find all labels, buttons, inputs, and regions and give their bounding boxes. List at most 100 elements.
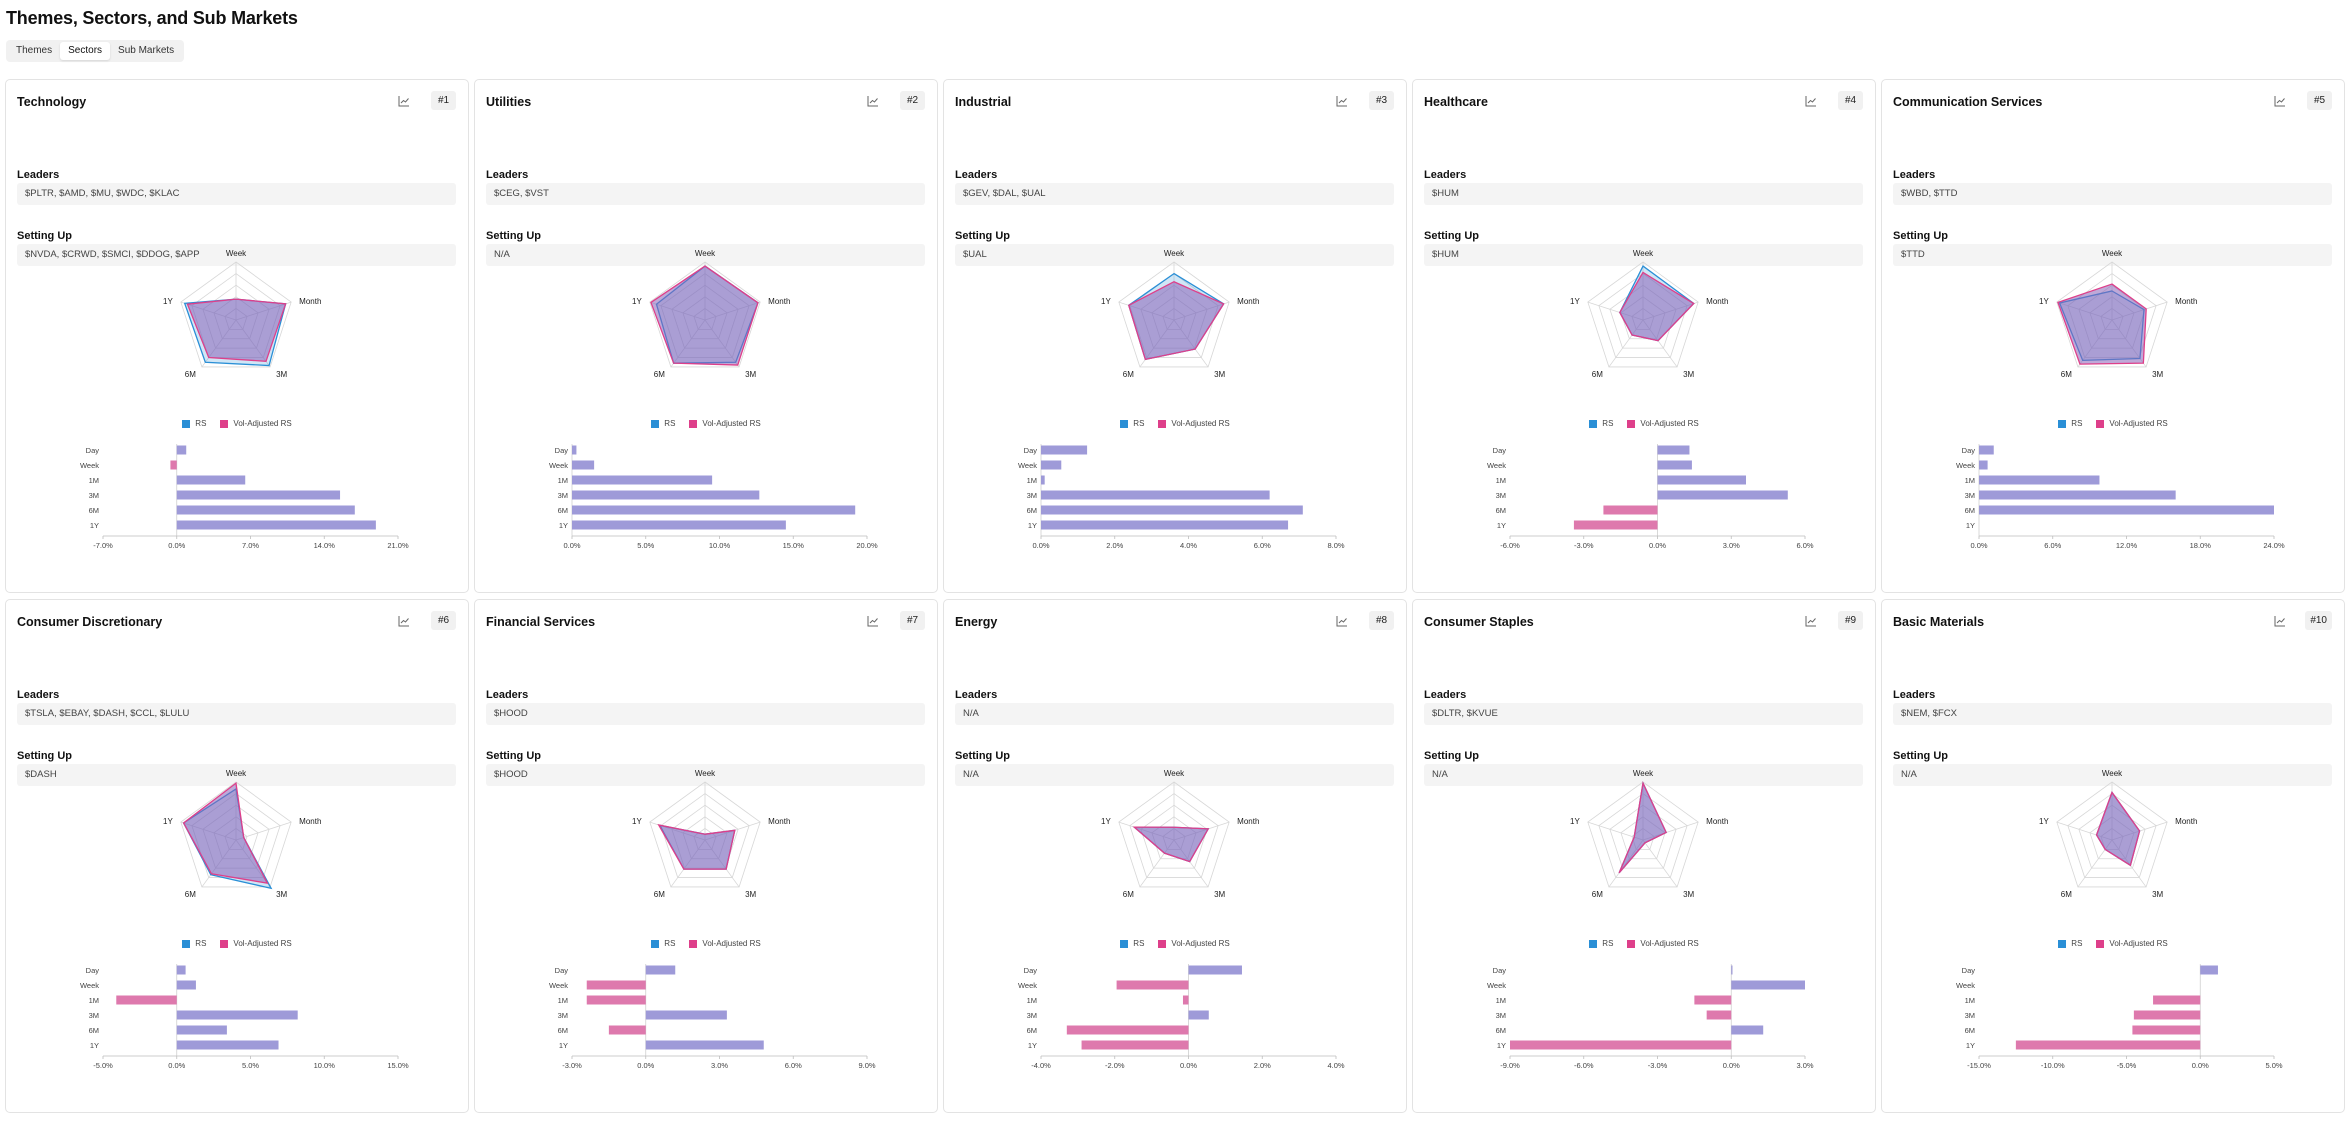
legend-rs-label: RS [1602,419,1614,428]
legend-vol[interactable]: Vol-Adjusted RS [2096,939,2168,948]
rank-badge: #8 [1369,611,1394,630]
radar-axis-label: Month [2175,297,2197,306]
performance-bar-chart: Day Week 1M 3M 6M 1Y 0.0% 6.0% 12.0% 18.0% 24.0% [1956,444,2285,550]
setting-up-label: Setting Up [486,750,541,762]
radar-axis-label: Week [2102,769,2123,778]
legend-rs[interactable]: RS [182,419,206,428]
bar-1y [572,520,786,530]
tab-sub-markets[interactable]: Sub Markets [118,45,175,56]
radar-axis-label: 1Y [1101,817,1111,826]
bar-category-label: 6M [1965,506,1975,515]
radar-axis-label: 6M [654,370,665,379]
radar-axis-label: Month [768,817,790,826]
setting-up-value: N/A [486,244,925,266]
bar-category-label: Day [1962,966,1976,975]
bar-week [170,460,177,470]
rs-swatch [2058,939,2067,948]
radar-axis-label: 1Y [1101,297,1111,306]
legend-vol[interactable]: Vol-Adjusted RS [1158,939,1230,948]
rank-badge: #6 [431,611,456,630]
legend-vol[interactable]: Vol-Adjusted RS [1627,419,1699,428]
radar-series-vol [650,265,759,366]
legend-rs[interactable]: RS [2058,419,2082,428]
bar-1m [586,995,646,1005]
setting-up-value: $NVDA, $CRWD, $SMCI, $DDOG, $APP [17,244,456,266]
line-chart-icon[interactable] [2274,615,2286,627]
line-chart-icon[interactable] [398,615,410,627]
radar-axis-label: 6M [1592,890,1603,899]
leaders-value: $WBD, $TTD [1893,183,2332,205]
radar-grid-ring [649,781,761,888]
legend-vol[interactable]: Vol-Adjusted RS [689,419,761,428]
legend-rs[interactable]: RS [1120,419,1144,428]
leaders-value: $CEG, $VST [486,183,925,205]
line-chart-icon[interactable] [867,615,879,627]
tab-sectors[interactable]: Sectors [60,42,111,60]
legend-vol-label: Vol-Adjusted RS [1640,419,1699,428]
leaders-label: Leaders [1424,689,1467,701]
radar-legend: RS Vol-Adjusted RS [1413,419,1875,428]
line-chart-icon[interactable] [2274,95,2286,107]
sector-title: Basic Materials [1893,615,1985,629]
radar-axis-label: 1Y [163,297,173,306]
legend-rs[interactable]: RS [651,939,675,948]
radar-axis-label: 3M [276,370,287,379]
radar-axis-label: 6M [1592,370,1603,379]
legend-rs-label: RS [2071,939,2083,948]
sector-card-10: Basic Materials #10 Leaders $NEM, $FCX S… [1881,599,2345,1113]
bar-category-label: 3M [89,1011,99,1020]
line-chart-icon[interactable] [398,95,410,107]
bar-category-label: 3M [1496,491,1506,500]
legend-vol[interactable]: Vol-Adjusted RS [220,939,292,948]
radar-axis-label: Week [1164,769,1185,778]
radar-axis-label: 1Y [163,817,173,826]
radar-axis-label: Week [226,769,247,778]
legend-vol[interactable]: Vol-Adjusted RS [1627,939,1699,948]
rs-swatch [1120,939,1129,948]
performance-bar-chart: Day Week 1M 3M 6M 1Y -15.0% -10.0% -5.0% 0.0% 5.0% [1956,964,2283,1070]
bar-1y [176,520,376,530]
rank-badge: #10 [2305,611,2332,630]
bar-category-label: Week [1018,461,1037,470]
sector-title: Communication Services [1893,95,2043,109]
bar-3m [176,1010,298,1020]
bar-1y [1041,520,1289,530]
line-chart-icon[interactable] [1336,615,1348,627]
bar-category-label: 1M [89,476,99,485]
sector-card-5: Communication Services #5 Leaders $WBD, … [1881,79,2345,593]
legend-rs[interactable]: RS [651,419,675,428]
line-chart-icon[interactable] [1805,615,1817,627]
bar-category-label: 1Y [90,521,99,530]
leaders-label: Leaders [955,169,998,181]
bar-category-label: 1M [1965,996,1975,1005]
legend-vol[interactable]: Vol-Adjusted RS [220,419,292,428]
bar-category-label: 3M [1496,1011,1506,1020]
radar-grid-ring [180,261,292,368]
radar-chart: Week Month 3M 6M 1Y [1570,769,1728,899]
radar-grid-ring [180,781,292,888]
legend-vol[interactable]: Vol-Adjusted RS [2096,419,2168,428]
tab-themes[interactable]: Themes [16,45,53,56]
legend-rs[interactable]: RS [1120,939,1144,948]
line-chart-icon[interactable] [867,95,879,107]
legend-vol[interactable]: Vol-Adjusted RS [1158,419,1230,428]
radar-chart: Week Month 3M 6M 1Y [2039,249,2197,379]
setting-up-label: Setting Up [17,230,72,242]
vol-swatch [1158,939,1167,948]
bar-category-label: Week [80,981,99,990]
legend-vol[interactable]: Vol-Adjusted RS [689,939,761,948]
line-chart-icon[interactable] [1336,95,1348,107]
radar-axis-label: 6M [185,370,196,379]
legend-rs[interactable]: RS [1589,419,1613,428]
legend-vol-label: Vol-Adjusted RS [1171,939,1230,948]
legend-rs-label: RS [1133,419,1145,428]
radar-grid-ring [1587,261,1699,368]
line-chart-icon[interactable] [1805,95,1817,107]
bar-category-label: 6M [89,506,99,515]
setting-up-value: N/A [1893,764,2332,786]
legend-rs[interactable]: RS [182,939,206,948]
legend-rs[interactable]: RS [2058,939,2082,948]
legend-rs[interactable]: RS [1589,939,1613,948]
bar-category-label: 3M [1965,491,1975,500]
bar-1m [572,475,713,485]
